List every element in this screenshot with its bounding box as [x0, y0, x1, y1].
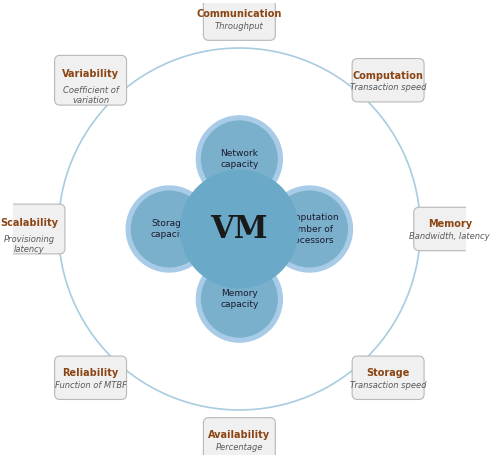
FancyBboxPatch shape	[352, 356, 424, 399]
Text: Network
capacity: Network capacity	[220, 149, 259, 169]
Text: Computation
Number of
processors: Computation Number of processors	[280, 213, 339, 245]
Text: VM: VM	[211, 213, 268, 245]
Text: Memory
capacity: Memory capacity	[220, 289, 259, 309]
Text: Communication: Communication	[196, 9, 282, 19]
FancyBboxPatch shape	[203, 418, 275, 458]
Text: Transaction speed: Transaction speed	[350, 381, 426, 390]
FancyBboxPatch shape	[203, 0, 275, 40]
Circle shape	[196, 116, 282, 202]
Text: Computation: Computation	[353, 71, 423, 81]
Text: Bandwidth, latency: Bandwidth, latency	[410, 232, 490, 241]
Text: Variability: Variability	[62, 69, 119, 79]
Text: Memory: Memory	[428, 219, 472, 229]
Text: Throughput: Throughput	[215, 22, 264, 31]
Circle shape	[180, 170, 298, 288]
FancyBboxPatch shape	[0, 204, 65, 254]
Circle shape	[131, 191, 207, 267]
Text: Availability: Availability	[208, 430, 270, 440]
Text: Coefficient of
variation: Coefficient of variation	[63, 86, 119, 105]
Text: Percentage: Percentage	[216, 442, 263, 452]
Circle shape	[126, 186, 212, 272]
Text: Function of MTBF: Function of MTBF	[54, 381, 126, 390]
Text: Provisioning
latency: Provisioning latency	[3, 234, 54, 254]
Text: Transaction speed: Transaction speed	[350, 83, 426, 93]
FancyBboxPatch shape	[414, 207, 486, 251]
Text: Storage
capacity: Storage capacity	[150, 219, 188, 239]
Circle shape	[196, 256, 282, 342]
Text: Scalability: Scalability	[0, 218, 58, 228]
FancyBboxPatch shape	[54, 356, 126, 399]
FancyBboxPatch shape	[352, 59, 424, 102]
Circle shape	[267, 186, 352, 272]
Circle shape	[271, 191, 347, 267]
Circle shape	[201, 262, 277, 337]
Text: Storage: Storage	[367, 368, 410, 378]
FancyBboxPatch shape	[54, 55, 126, 105]
Text: Reliability: Reliability	[62, 368, 119, 378]
Circle shape	[201, 121, 277, 196]
